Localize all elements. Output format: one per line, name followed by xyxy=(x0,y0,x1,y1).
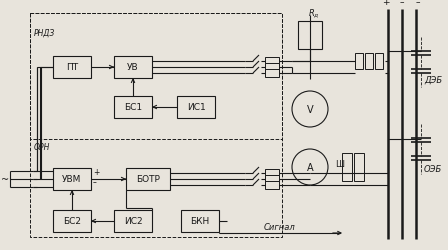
Bar xyxy=(265,58,279,66)
Bar xyxy=(30,14,282,140)
Bar xyxy=(181,210,219,232)
Bar xyxy=(177,96,215,118)
Bar xyxy=(298,22,322,50)
Text: ОЭБ: ОЭБ xyxy=(424,165,442,174)
Text: $R_д$: $R_д$ xyxy=(308,8,320,20)
Bar xyxy=(354,154,364,181)
Text: УВМ: УВМ xyxy=(62,175,82,184)
Bar xyxy=(265,175,279,183)
Bar xyxy=(126,168,170,190)
Text: ИС1: ИС1 xyxy=(187,103,205,112)
Text: Сигнал: Сигнал xyxy=(264,222,296,232)
Bar xyxy=(30,14,282,237)
Bar xyxy=(114,96,152,118)
Text: Ш: Ш xyxy=(335,160,344,169)
Bar xyxy=(53,210,91,232)
Text: ~: ~ xyxy=(1,174,9,184)
Text: –: – xyxy=(93,177,97,186)
Text: +: + xyxy=(382,0,390,7)
Text: РНДЗ: РНДЗ xyxy=(34,29,55,38)
Bar xyxy=(114,57,152,79)
Text: ИС2: ИС2 xyxy=(124,217,142,226)
Text: –: – xyxy=(416,0,420,7)
Text: V: V xyxy=(307,104,313,115)
Text: ПТ: ПТ xyxy=(66,63,78,72)
Text: А: А xyxy=(307,162,313,172)
Bar xyxy=(365,54,373,70)
Bar xyxy=(265,70,279,78)
Bar xyxy=(53,168,91,190)
Text: БС2: БС2 xyxy=(63,217,81,226)
Text: БС1: БС1 xyxy=(124,103,142,112)
Bar xyxy=(265,181,279,189)
Text: УВ: УВ xyxy=(127,63,139,72)
Text: ОРН: ОРН xyxy=(34,142,50,152)
Text: БКН: БКН xyxy=(190,217,210,226)
Bar xyxy=(265,169,279,177)
Text: +: + xyxy=(93,167,99,176)
Bar xyxy=(342,154,352,181)
Text: –: – xyxy=(400,0,404,7)
Text: ДЭБ: ДЭБ xyxy=(424,75,442,84)
Text: БОТР: БОТР xyxy=(136,175,160,184)
Bar xyxy=(355,54,363,70)
Bar xyxy=(375,54,383,70)
Bar xyxy=(265,64,279,72)
Bar xyxy=(53,57,91,79)
Bar xyxy=(114,210,152,232)
